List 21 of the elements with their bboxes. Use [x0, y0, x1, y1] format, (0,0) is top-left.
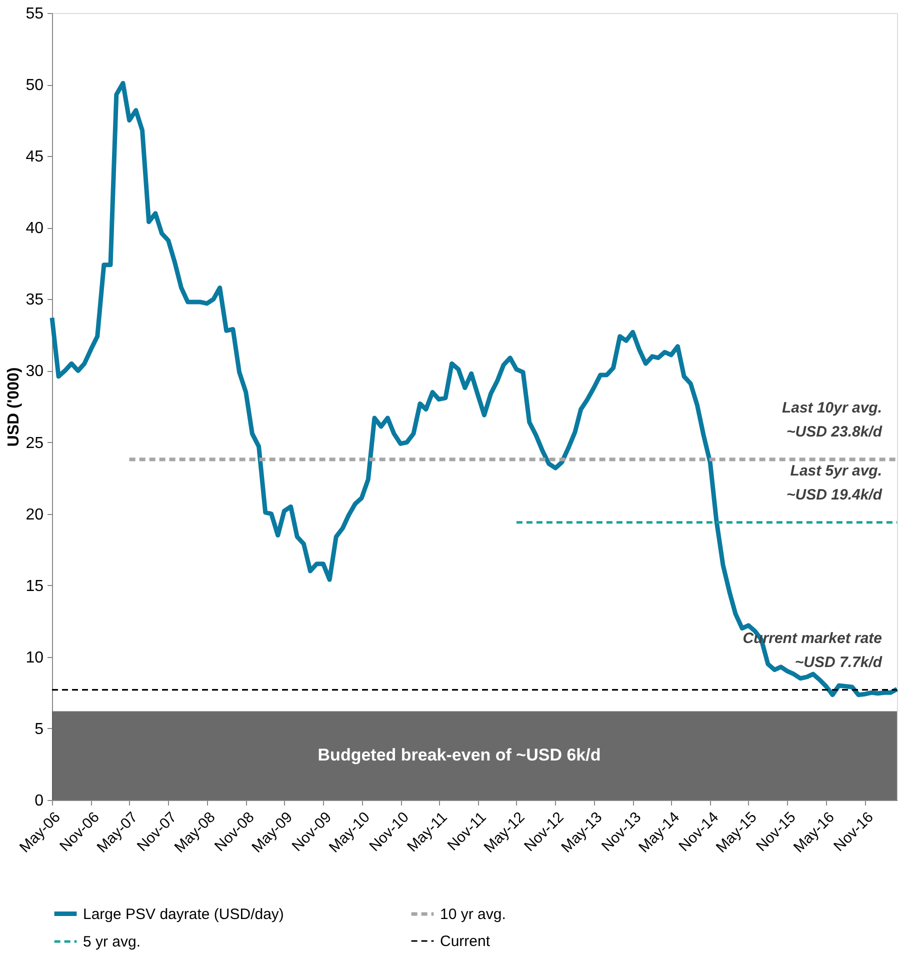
legend-label: 10 yr avg.	[440, 906, 506, 923]
y-tick-label: 55	[26, 6, 44, 22]
annotation: Last 10yr avg. ~USD 23.8k/d	[782, 399, 883, 440]
band-label: Budgeted break-even of ~USD 6k/d	[318, 746, 601, 765]
y-tick-label: 25	[26, 434, 44, 452]
y-tick-label: 0	[34, 792, 44, 810]
y-tick-label: 30	[26, 363, 44, 380]
y-tick-label: 20	[26, 506, 44, 524]
y-tick-label: 15	[26, 578, 44, 595]
y-tick-label: 40	[26, 220, 44, 238]
legend-label: Current	[440, 933, 491, 950]
y-tick-label: 45	[26, 148, 44, 166]
y-tick-label: 10	[26, 649, 44, 666]
y-tick-label: 35	[26, 292, 44, 309]
y-tick-label: 50	[26, 77, 44, 94]
legend-label: 5 yr avg.	[83, 934, 141, 950]
annotation: Last 5yr avg. ~USD 19.4k/d	[786, 462, 883, 504]
legend-label: Large PSV dayrate (USD/day)	[83, 906, 284, 923]
y-axis-title: USD ('000)	[6, 367, 23, 447]
line-series	[50, 80, 900, 698]
y-tick-label: 5	[34, 720, 44, 738]
